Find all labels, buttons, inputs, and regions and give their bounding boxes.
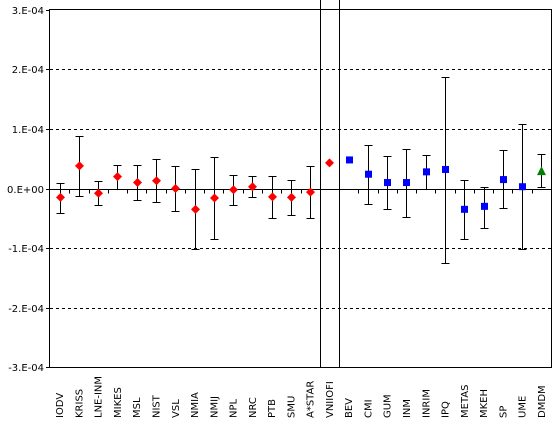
y-tick-label: 0.E+00 [7, 185, 44, 196]
data-point-diamond [75, 161, 84, 171]
x-tick-label: UME [518, 396, 529, 418]
x-tick-label: KRISS [74, 389, 85, 418]
x-tick-label: DMDM [537, 385, 548, 418]
data-point-diamond [268, 192, 277, 202]
data-point-square [461, 205, 468, 213]
data-point-diamond [191, 204, 200, 214]
x-tick-label: IPQ [441, 401, 452, 418]
y-tick-label: -2.E-04 [8, 304, 44, 315]
data-point-diamond [171, 184, 180, 193]
x-tick-label: GUM [383, 394, 394, 418]
data-point-diamond [56, 192, 65, 202]
data-point-diamond [133, 178, 142, 188]
y-tick-label: -3.E-04 [8, 363, 44, 374]
x-tick-label: NRC [248, 397, 259, 418]
data-point-diamond [287, 192, 296, 202]
x-tick-label: A*STAR [306, 381, 317, 418]
x-tick-label: NMIA [190, 392, 201, 418]
x-tick-label: PTB [267, 399, 278, 418]
data-point-diamond [210, 193, 219, 203]
x-tick-label: VSL [171, 399, 182, 418]
data-point-square [519, 183, 526, 191]
x-tick-label: MSL [132, 397, 143, 418]
x-tick-label: INM [402, 399, 413, 418]
data-point-diamond [113, 172, 122, 182]
x-tick-label: IODV [55, 393, 66, 418]
x-tick-label: NMIJ [209, 396, 220, 418]
y-tick-label: -1.E-04 [8, 244, 44, 255]
x-tick-label: SMU [286, 396, 297, 418]
y-tick-label: 3.E-04 [12, 6, 44, 17]
data-point-square [481, 202, 488, 210]
data-point-square [500, 176, 507, 184]
data-point-square [423, 168, 430, 176]
x-axis-labels: IODV KRISS LNE-INM MIKES MSL NIST VSL NMIA NMIJ N… [55, 376, 548, 418]
data-point-diamond [248, 182, 257, 192]
x-tick-label: MIKES [113, 387, 124, 418]
x-tick-label: MKEH [479, 389, 490, 418]
data-point-diamond [306, 187, 315, 197]
data-point-square [365, 170, 372, 178]
data-point-triangle [537, 166, 546, 176]
x-tick-label: VNIIOFI [325, 381, 336, 418]
data-markers [56, 156, 546, 214]
data-point-square [384, 179, 391, 187]
x-tick-label: INRIM [421, 389, 432, 418]
plot-frame [49, 9, 552, 368]
data-point-diamond [229, 185, 238, 195]
y-tick-label: 2.E-04 [12, 65, 44, 76]
data-point-square [346, 156, 353, 164]
data-point-diamond [325, 158, 334, 168]
x-tick-label: SP [498, 406, 509, 418]
x-tick-label: LNE-INM [94, 376, 105, 418]
data-point-square [442, 165, 449, 173]
x-tick-label: BEV [344, 398, 355, 418]
x-tick-label: NPL [229, 398, 240, 418]
data-point-square [403, 179, 410, 187]
group-separators [320, 0, 340, 367]
x-tick-label: CMI [363, 399, 374, 418]
data-point-diamond [152, 176, 161, 186]
x-tick-label: METAS [460, 385, 471, 418]
y-tick-label: 1.E-04 [12, 125, 44, 136]
y-axis-ticks: 3.E-04 2.E-04 1.E-04 0.E+00 -1.E-04 -2.E-04 -3… [7, 6, 50, 374]
x-tick-label: NIST [151, 394, 162, 418]
data-point-diamond [94, 188, 103, 198]
